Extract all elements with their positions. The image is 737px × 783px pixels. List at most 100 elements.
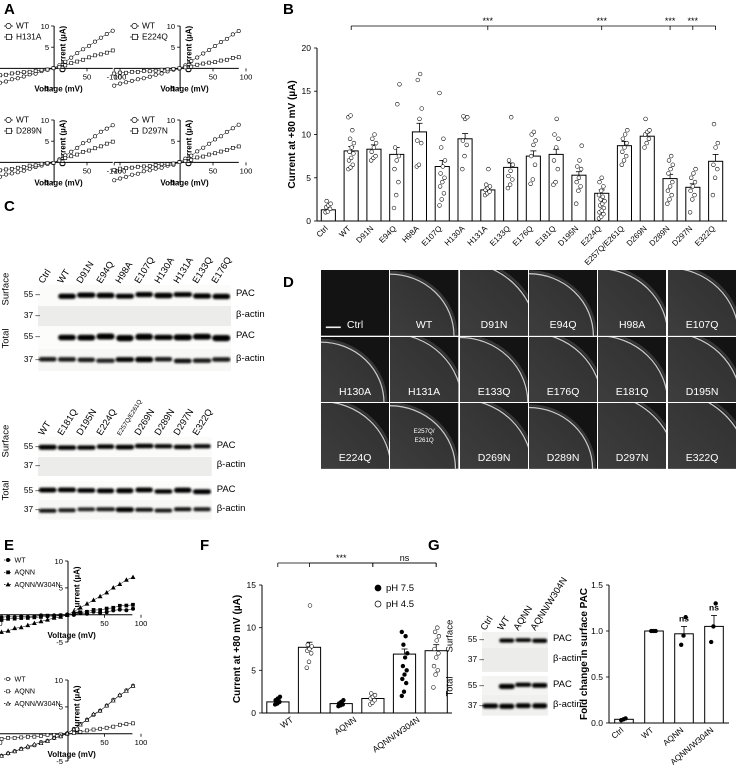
svg-text:WT: WT	[640, 726, 656, 741]
svg-text:WT: WT	[16, 115, 29, 125]
svg-text:50: 50	[209, 72, 217, 81]
svg-text:WT: WT	[337, 224, 352, 239]
svg-text:D289N: D289N	[16, 126, 42, 136]
svg-text:100: 100	[135, 619, 148, 628]
svg-text:WT: WT	[16, 21, 29, 31]
svg-text:50: 50	[100, 738, 108, 747]
svg-text:Ctrl: Ctrl	[347, 320, 363, 331]
svg-text:ns: ns	[679, 613, 689, 623]
svg-text:Current at +80 mV (µA): Current at +80 mV (µA)	[287, 80, 298, 188]
svg-text:D297N: D297N	[616, 453, 649, 464]
svg-text:E107Q: E107Q	[685, 320, 718, 331]
svg-text:E322Q: E322Q	[693, 224, 717, 248]
svg-text:E94Q: E94Q	[550, 320, 577, 331]
svg-text:H98A: H98A	[400, 224, 421, 245]
svg-text:AQNN/W304N: AQNN/W304N	[15, 581, 61, 589]
svg-text:AQNN: AQNN	[15, 688, 36, 696]
svg-text:D297N: D297N	[670, 224, 694, 248]
svg-text:50: 50	[83, 72, 91, 81]
svg-text:D297N: D297N	[142, 126, 168, 136]
svg-text:***: ***	[483, 16, 494, 26]
svg-text:D289N: D289N	[547, 453, 580, 464]
svg-text:0: 0	[251, 708, 256, 718]
svg-text:E94Q: E94Q	[377, 224, 398, 245]
svg-text:ns: ns	[400, 553, 410, 563]
svg-text:D91N: D91N	[354, 224, 375, 245]
svg-text:1.5: 1.5	[591, 580, 603, 590]
svg-text:Voltage (mV): Voltage (mV)	[160, 84, 209, 93]
svg-text:Ctrl: Ctrl	[610, 726, 626, 741]
svg-text:AQNN/W304N: AQNN/W304N	[15, 700, 61, 708]
svg-text:WT: WT	[15, 556, 27, 564]
svg-text:20: 20	[302, 43, 312, 53]
svg-text:5: 5	[59, 584, 63, 593]
svg-text:Fold change in surface PAC: Fold change in surface PAC	[579, 588, 590, 720]
svg-text:D269N: D269N	[625, 224, 649, 248]
svg-text:100: 100	[135, 738, 148, 747]
svg-text:100: 100	[240, 166, 253, 175]
svg-text:AQNN: AQNN	[332, 714, 358, 736]
svg-text:10: 10	[167, 116, 175, 125]
svg-text:AQNN: AQNN	[15, 569, 36, 577]
svg-text:H98A: H98A	[619, 320, 645, 331]
svg-text:0.0: 0.0	[591, 718, 603, 728]
svg-text:WT: WT	[278, 714, 295, 730]
svg-text:1.0: 1.0	[591, 626, 603, 636]
svg-text:pH 4.5: pH 4.5	[386, 599, 414, 610]
svg-text:D195N: D195N	[685, 386, 718, 397]
svg-text:E224Q: E224Q	[142, 32, 168, 42]
svg-text:15: 15	[302, 86, 312, 96]
svg-text:E176Q: E176Q	[511, 224, 535, 248]
svg-text:E181Q: E181Q	[616, 386, 649, 397]
svg-text:10: 10	[55, 676, 63, 685]
svg-text:***: ***	[688, 16, 699, 26]
svg-text:15: 15	[247, 580, 257, 590]
svg-text:E107Q: E107Q	[420, 224, 444, 248]
svg-text:E261Q: E261Q	[415, 437, 434, 444]
svg-text:Voltage (mV): Voltage (mV)	[34, 84, 83, 93]
svg-text:10: 10	[167, 22, 175, 31]
svg-text:WT: WT	[416, 320, 433, 331]
svg-text:H130A: H130A	[339, 386, 371, 397]
svg-text:WT: WT	[142, 21, 155, 31]
svg-text:0: 0	[306, 216, 311, 226]
svg-text:Voltage (mV): Voltage (mV)	[34, 178, 83, 187]
svg-text:E257Q/: E257Q/	[414, 428, 435, 435]
svg-text:D269N: D269N	[477, 453, 510, 464]
svg-text:5: 5	[171, 43, 175, 52]
svg-text:***: ***	[665, 16, 676, 26]
svg-text:Voltage (mV): Voltage (mV)	[160, 178, 209, 187]
svg-text:5: 5	[171, 137, 175, 146]
svg-text:Ctrl: Ctrl	[315, 224, 330, 239]
svg-text:D289N: D289N	[648, 224, 672, 248]
svg-text:WT: WT	[15, 675, 27, 683]
svg-text:E133Q: E133Q	[477, 386, 510, 397]
svg-text:E181Q: E181Q	[534, 224, 558, 248]
svg-text:E322Q: E322Q	[685, 453, 718, 464]
svg-text:ns: ns	[709, 602, 719, 612]
svg-text:10: 10	[302, 130, 312, 140]
svg-text:10: 10	[41, 22, 49, 31]
svg-text:***: ***	[596, 16, 607, 26]
svg-text:50: 50	[83, 166, 91, 175]
svg-text:50: 50	[209, 166, 217, 175]
svg-text:H131A: H131A	[408, 386, 440, 397]
svg-text:D91N: D91N	[480, 320, 507, 331]
svg-text:5: 5	[251, 665, 256, 675]
svg-text:Current at +80 mV (µA): Current at +80 mV (µA)	[232, 595, 243, 703]
svg-text:E133Q: E133Q	[488, 224, 512, 248]
svg-text:5: 5	[306, 173, 311, 183]
svg-text:10: 10	[41, 116, 49, 125]
svg-text:5: 5	[45, 137, 49, 146]
svg-text:50: 50	[100, 619, 108, 628]
svg-text:5: 5	[59, 703, 63, 712]
svg-text:AQNN/W304N: AQNN/W304N	[370, 714, 421, 754]
svg-text:100: 100	[240, 72, 253, 81]
svg-text:10: 10	[55, 557, 63, 566]
svg-text:WT: WT	[142, 115, 155, 125]
svg-text:Voltage (mV): Voltage (mV)	[48, 631, 97, 640]
svg-text:Voltage (mV): Voltage (mV)	[48, 750, 97, 759]
svg-text:E176Q: E176Q	[547, 386, 580, 397]
svg-text:***: ***	[336, 553, 347, 563]
svg-text:5: 5	[45, 43, 49, 52]
